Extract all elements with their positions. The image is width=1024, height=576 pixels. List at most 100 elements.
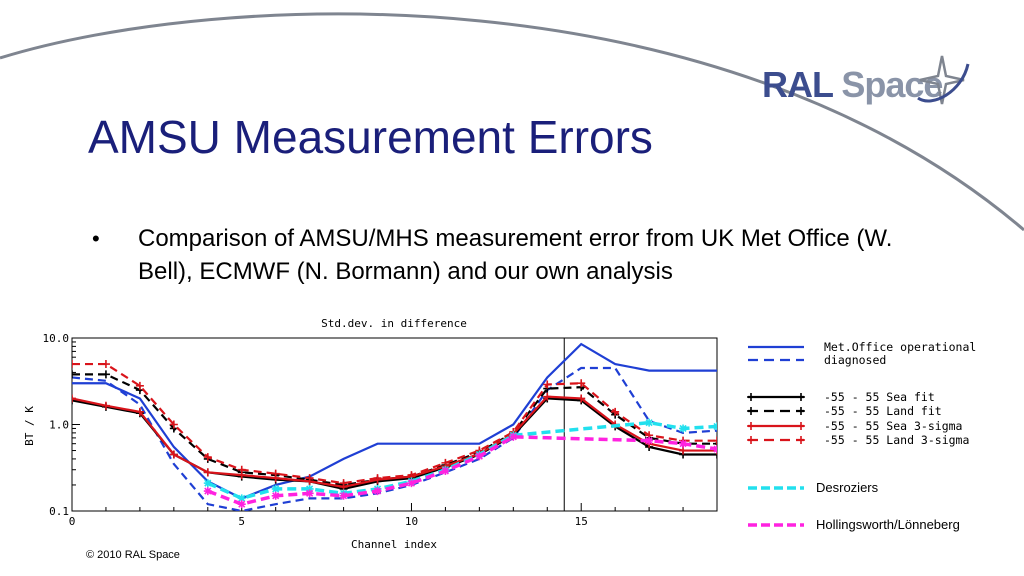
legend-entry: Hollingsworth/Lönneberg	[748, 517, 960, 532]
series-line	[207, 435, 717, 506]
chart-title: Std.dev. in difference	[321, 317, 467, 330]
data-point	[203, 487, 212, 496]
data-point	[679, 446, 688, 455]
x-axis-label: Channel index	[351, 538, 437, 551]
data-point	[509, 432, 518, 441]
legend-label: Met.Office operational	[824, 340, 976, 354]
series-line	[72, 362, 717, 485]
data-point	[101, 370, 110, 379]
legend-entry: Met.Office operational	[748, 340, 976, 354]
series-4	[72, 392, 717, 491]
y-tick-label: 1.0	[49, 419, 69, 432]
logo-text: RAL Space	[762, 64, 943, 106]
legend-label: Hollingsworth/Lönneberg	[816, 517, 960, 532]
data-point	[203, 468, 212, 477]
data-point	[475, 452, 484, 461]
series-7	[203, 432, 717, 509]
series-5	[72, 360, 717, 488]
data-point	[305, 477, 314, 486]
data-point	[713, 436, 717, 445]
legend-entry: -55 - 55 Land fit	[747, 404, 942, 418]
legend-entry: Desroziers	[748, 480, 879, 495]
legend-label: -55 - 55 Land 3-sigma	[824, 433, 969, 447]
x-tick-label: 0	[69, 515, 76, 528]
data-point	[271, 484, 280, 493]
data-point	[237, 471, 246, 480]
legend-label: -55 - 55 Sea fit	[824, 390, 935, 404]
x-tick-label: 5	[238, 515, 245, 528]
data-point	[305, 484, 314, 493]
footer-copyright: © 2010 RAL Space	[86, 549, 180, 561]
data-point	[203, 453, 212, 462]
data-point	[72, 360, 76, 369]
data-point	[373, 487, 382, 496]
data-point	[373, 475, 382, 484]
data-point	[645, 418, 654, 427]
data-point	[577, 379, 586, 388]
data-point	[305, 489, 314, 498]
legend-label: diagnosed	[824, 353, 886, 367]
legend-label: -55 - 55 Sea 3-sigma	[824, 419, 962, 433]
data-point	[203, 479, 212, 488]
x-tick-label: 10	[405, 515, 418, 528]
data-point	[169, 450, 178, 459]
legend-entry: diagnosed	[748, 353, 886, 367]
bullet-text: Comparison of AMSU/MHS measurement error…	[138, 225, 893, 285]
data-point	[713, 422, 717, 431]
legend-marker	[797, 436, 805, 444]
data-point	[611, 407, 620, 416]
axes: 0 5 10 15 10.0 1.0 0.1	[43, 332, 684, 528]
legend-marker	[797, 393, 805, 401]
data-point	[679, 439, 688, 448]
data-point	[713, 445, 717, 454]
legend-label: -55 - 55 Land fit	[824, 404, 942, 418]
data-point	[713, 450, 717, 459]
data-point	[407, 479, 416, 488]
bullet-marker: •	[92, 226, 100, 251]
data-point	[101, 401, 110, 410]
y-tick-label: 0.1	[49, 505, 69, 518]
legend-marker	[797, 422, 805, 430]
legend-marker	[797, 407, 805, 415]
data-point	[645, 436, 654, 445]
series-line	[72, 366, 717, 511]
series-0	[72, 342, 717, 500]
data-point	[271, 474, 280, 483]
slide-title: AMSU Measurement Errors	[88, 111, 653, 163]
data-point	[169, 420, 178, 429]
data-point	[237, 494, 246, 503]
y-tick-label: 10.0	[43, 332, 70, 345]
data-point	[713, 446, 717, 455]
data-point	[543, 392, 552, 401]
data-point	[271, 491, 280, 500]
logo-word-space: Space	[841, 64, 943, 105]
series-layer	[72, 342, 717, 511]
legend-entry: -55 - 55 Sea fit	[747, 390, 935, 404]
star-orbit-icon	[917, 55, 970, 105]
data-point	[339, 491, 348, 500]
legend-marker	[747, 407, 755, 415]
data-point	[543, 380, 552, 389]
data-point	[713, 439, 717, 448]
data-point	[577, 394, 586, 403]
legend-label: Desroziers	[816, 480, 879, 495]
legend-marker	[747, 436, 755, 444]
legend-entry: -55 - 55 Sea 3-sigma	[747, 419, 962, 433]
chart: Std.dev. in difference 0 5 10 1510.01.00.1 …	[23, 317, 976, 551]
data-point	[72, 370, 76, 379]
series-line	[72, 342, 717, 500]
series-line	[72, 395, 717, 489]
y-axis-label: BT / K	[23, 406, 36, 446]
legend-marker	[747, 393, 755, 401]
legend-entry: -55 - 55 Land 3-sigma	[747, 433, 969, 447]
data-point	[135, 407, 144, 416]
x-tick-label: 15	[575, 515, 588, 528]
legend-marker	[747, 422, 755, 430]
data-point	[679, 424, 688, 433]
data-point	[72, 394, 76, 403]
data-point	[237, 500, 246, 509]
data-point	[135, 381, 144, 390]
logo-word-ral: RAL	[762, 64, 833, 105]
